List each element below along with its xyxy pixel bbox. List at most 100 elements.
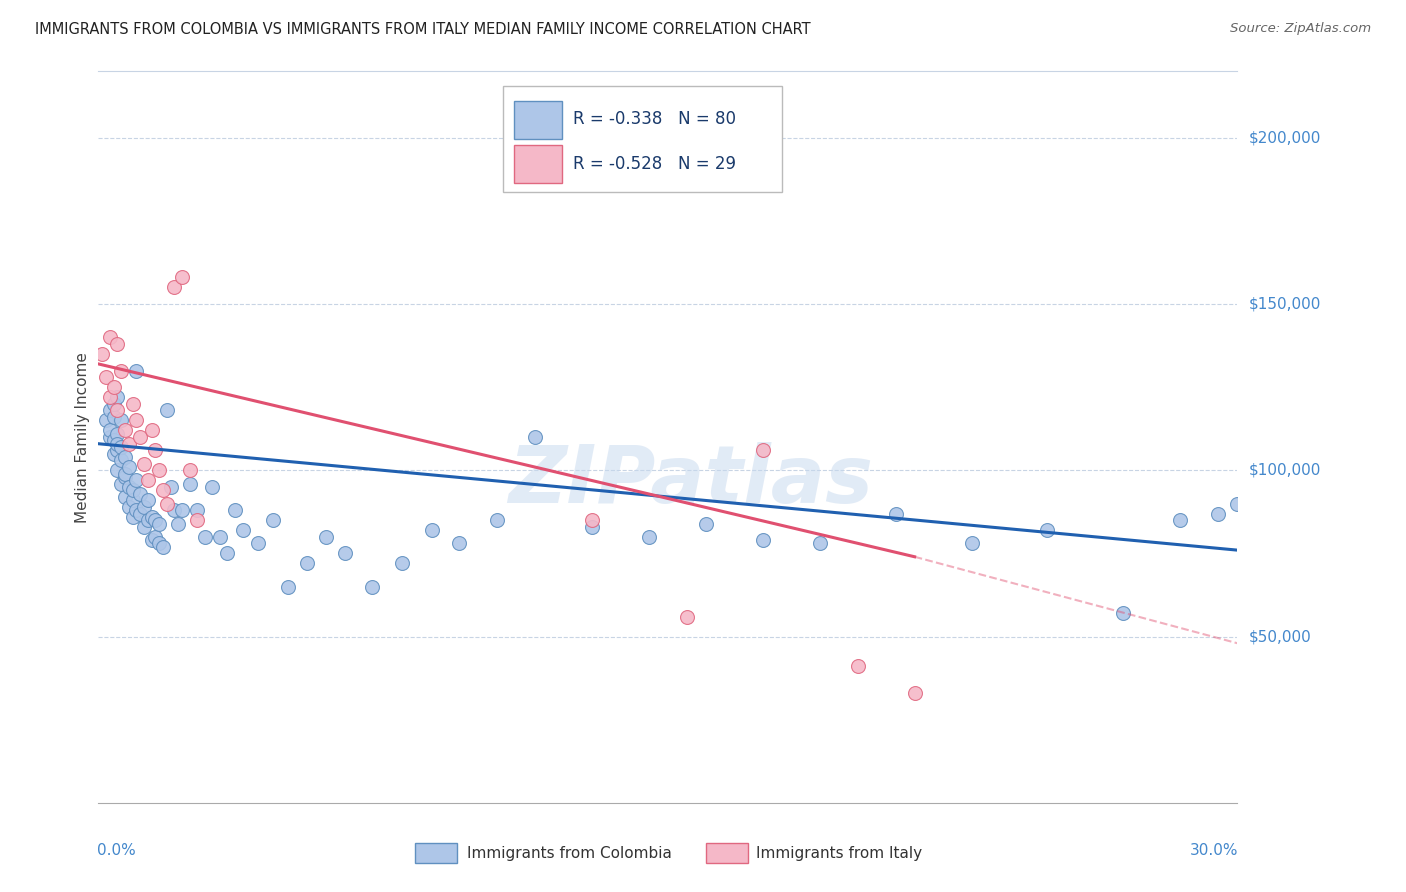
Point — [170, 503, 193, 517]
Point — [224, 503, 246, 517]
Point — [148, 516, 170, 531]
Point — [1170, 513, 1192, 527]
Point — [360, 580, 382, 594]
Point — [118, 436, 141, 450]
Point — [98, 430, 121, 444]
Y-axis label: Median Family Income: Median Family Income — [75, 351, 90, 523]
Point — [114, 490, 136, 504]
Point — [884, 507, 907, 521]
Point — [125, 473, 148, 487]
Point — [107, 436, 129, 450]
Point — [121, 483, 143, 498]
Point — [118, 500, 141, 514]
Point — [524, 430, 547, 444]
Point — [129, 486, 152, 500]
Point — [98, 390, 121, 404]
Text: Immigrants from Italy: Immigrants from Italy — [756, 847, 922, 861]
Point — [103, 434, 125, 448]
Point — [136, 513, 159, 527]
Point — [121, 397, 143, 411]
Point — [179, 476, 201, 491]
Point — [449, 536, 471, 550]
FancyBboxPatch shape — [515, 145, 562, 183]
Point — [129, 507, 152, 521]
Point — [156, 497, 179, 511]
Point — [695, 516, 717, 531]
Point — [638, 530, 661, 544]
Point — [141, 424, 163, 438]
Point — [107, 443, 129, 458]
Point — [132, 457, 155, 471]
Point — [676, 609, 699, 624]
Point — [167, 516, 190, 531]
Point — [1036, 523, 1059, 537]
Text: R = -0.338   N = 80: R = -0.338 N = 80 — [574, 110, 737, 128]
Point — [98, 330, 121, 344]
Point — [201, 480, 224, 494]
Point — [132, 500, 155, 514]
Text: 0.0%: 0.0% — [97, 843, 136, 858]
Point — [125, 503, 148, 517]
Point — [129, 430, 152, 444]
Point — [145, 513, 167, 527]
Point — [110, 363, 132, 377]
Point — [1226, 497, 1249, 511]
Point — [110, 453, 132, 467]
Point — [125, 363, 148, 377]
Point — [808, 536, 831, 550]
Point — [232, 523, 254, 537]
Point — [148, 536, 170, 550]
Point — [107, 463, 129, 477]
Point — [148, 463, 170, 477]
Point — [107, 390, 129, 404]
Point — [114, 470, 136, 484]
Point — [118, 460, 141, 475]
Point — [136, 493, 159, 508]
Point — [125, 413, 148, 427]
Point — [118, 480, 141, 494]
Point — [581, 513, 603, 527]
Point — [179, 463, 201, 477]
Point — [94, 413, 117, 427]
Point — [136, 473, 159, 487]
Point — [335, 546, 357, 560]
Point — [752, 443, 775, 458]
Point — [103, 447, 125, 461]
Text: Source: ZipAtlas.com: Source: ZipAtlas.com — [1230, 22, 1371, 36]
Point — [163, 503, 186, 517]
Point — [581, 520, 603, 534]
Point — [277, 580, 299, 594]
Point — [846, 659, 869, 673]
Point — [186, 513, 208, 527]
Point — [103, 380, 125, 394]
Point — [159, 480, 181, 494]
Text: $100,000: $100,000 — [1249, 463, 1320, 478]
Point — [752, 533, 775, 548]
Point — [391, 557, 413, 571]
Point — [208, 530, 231, 544]
Point — [904, 686, 927, 700]
Point — [145, 443, 167, 458]
Point — [110, 440, 132, 454]
Point — [152, 540, 174, 554]
Text: $150,000: $150,000 — [1249, 297, 1320, 311]
Point — [1208, 507, 1230, 521]
FancyBboxPatch shape — [503, 86, 782, 192]
Point — [121, 509, 143, 524]
Point — [486, 513, 509, 527]
Text: Immigrants from Colombia: Immigrants from Colombia — [467, 847, 672, 861]
Point — [114, 450, 136, 464]
Point — [960, 536, 983, 550]
Text: 30.0%: 30.0% — [1189, 843, 1239, 858]
Point — [262, 513, 284, 527]
Text: $200,000: $200,000 — [1249, 130, 1320, 145]
Point — [107, 426, 129, 441]
Text: IMMIGRANTS FROM COLOMBIA VS IMMIGRANTS FROM ITALY MEDIAN FAMILY INCOME CORRELATI: IMMIGRANTS FROM COLOMBIA VS IMMIGRANTS F… — [35, 22, 811, 37]
Point — [114, 467, 136, 481]
Point — [110, 413, 132, 427]
Point — [94, 370, 117, 384]
Point — [194, 530, 217, 544]
Point — [297, 557, 319, 571]
Point — [91, 347, 114, 361]
Point — [152, 483, 174, 498]
